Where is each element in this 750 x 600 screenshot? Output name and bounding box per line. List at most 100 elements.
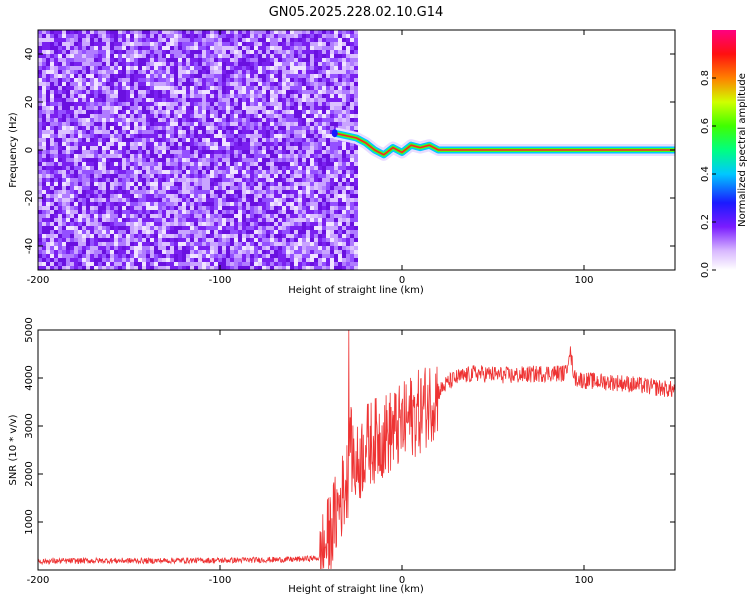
heatmap-noise-cell	[86, 194, 90, 199]
heatmap-noise-cell	[162, 118, 166, 123]
heatmap-noise-cell	[330, 118, 334, 123]
heatmap-noise-cell	[166, 90, 170, 95]
heatmap-noise-cell	[62, 126, 66, 131]
heatmap-noise-cell	[194, 30, 198, 35]
heatmap-noise-cell	[294, 182, 298, 187]
heatmap-noise-cell	[326, 138, 330, 143]
heatmap-noise-cell	[322, 206, 326, 211]
heatmap-noise-cell	[126, 170, 130, 175]
heatmap-noise-cell	[82, 186, 86, 191]
heatmap-noise-cell	[238, 178, 242, 183]
heatmap-noise-cell	[286, 166, 290, 171]
heatmap-noise-cell	[98, 118, 102, 123]
heatmap-noise-cell	[94, 218, 98, 223]
heatmap-noise-cell	[354, 178, 358, 183]
heatmap-noise-cell	[194, 102, 198, 107]
heatmap-noise-cell	[122, 154, 126, 159]
heatmap-noise-cell	[102, 238, 106, 243]
heatmap-noise-cell	[270, 170, 274, 175]
heatmap-noise-cell	[302, 254, 306, 259]
heatmap-noise-cell	[90, 170, 94, 175]
heatmap-noise-cell	[46, 74, 50, 79]
heatmap-noise-cell	[342, 118, 346, 123]
heatmap-noise-cell	[178, 94, 182, 99]
heatmap-noise-cell	[326, 74, 330, 79]
heatmap-noise-cell	[218, 122, 222, 127]
heatmap-noise-cell	[54, 174, 58, 179]
heatmap-noise-cell	[198, 74, 202, 79]
heatmap-noise-cell	[198, 210, 202, 215]
heatmap-noise-cell	[186, 122, 190, 127]
heatmap-noise-cell	[178, 122, 182, 127]
heatmap-noise-cell	[142, 138, 146, 143]
heatmap-noise-cell	[254, 46, 258, 51]
heatmap-noise-cell	[234, 146, 238, 151]
heatmap-noise-cell	[294, 118, 298, 123]
heatmap-noise-cell	[158, 102, 162, 107]
heatmap-noise-cell	[234, 102, 238, 107]
heatmap-noise-cell	[158, 250, 162, 255]
heatmap-noise-cell	[182, 258, 186, 263]
heatmap-noise-cell	[178, 142, 182, 147]
snr-y-tick-label: 5000	[24, 317, 35, 342]
heatmap-noise-cell	[118, 166, 122, 171]
heatmap-noise-cell	[306, 158, 310, 163]
heatmap-noise-cell	[330, 194, 334, 199]
heatmap-noise-cell	[82, 258, 86, 263]
heatmap-noise-cell	[214, 82, 218, 87]
heatmap-noise-cell	[130, 254, 134, 259]
heatmap-noise-cell	[118, 198, 122, 203]
heatmap-noise-cell	[158, 98, 162, 103]
heatmap-noise-cell	[322, 226, 326, 231]
heatmap-noise-cell	[126, 70, 130, 75]
heatmap-noise-cell	[146, 222, 150, 227]
heatmap-noise-cell	[102, 30, 106, 35]
heatmap-noise-cell	[294, 138, 298, 143]
heatmap-noise-cell	[294, 90, 298, 95]
heatmap-noise-cell	[122, 102, 126, 107]
heatmap-noise-cell	[202, 34, 206, 39]
heatmap-noise-cell	[130, 102, 134, 107]
heatmap-noise-cell	[278, 158, 282, 163]
heatmap-noise-cell	[126, 38, 130, 43]
heatmap-y-tick-label: 0	[24, 147, 35, 153]
heatmap-noise-cell	[218, 178, 222, 183]
heatmap-noise-cell	[134, 34, 138, 39]
heatmap-noise-cell	[166, 38, 170, 43]
heatmap-noise-cell	[42, 182, 46, 187]
heatmap-noise-cell	[70, 202, 74, 207]
heatmap-noise-cell	[102, 78, 106, 83]
heatmap-noise-cell	[282, 210, 286, 215]
heatmap-noise-cell	[198, 150, 202, 155]
heatmap-noise-cell	[142, 90, 146, 95]
heatmap-noise-cell	[38, 106, 42, 111]
heatmap-noise-cell	[130, 118, 134, 123]
heatmap-noise-cell	[346, 230, 350, 235]
heatmap-noise-cell	[298, 50, 302, 55]
heatmap-noise-cell	[106, 46, 110, 51]
heatmap-noise-cell	[54, 186, 58, 191]
heatmap-noise-cell	[206, 58, 210, 63]
heatmap-noise-cell	[46, 254, 50, 259]
heatmap-noise-cell	[306, 126, 310, 131]
heatmap-noise-cell	[350, 226, 354, 231]
heatmap-noise-cell	[202, 182, 206, 187]
heatmap-noise-cell	[314, 66, 318, 71]
heatmap-noise-cell	[290, 162, 294, 167]
heatmap-noise-cell	[198, 130, 202, 135]
heatmap-noise-cell	[70, 234, 74, 239]
heatmap-noise-cell	[86, 154, 90, 159]
heatmap-noise-cell	[238, 102, 242, 107]
heatmap-noise-cell	[182, 210, 186, 215]
heatmap-noise-cell	[222, 142, 226, 147]
heatmap-noise-cell	[262, 110, 266, 115]
heatmap-noise-cell	[194, 226, 198, 231]
heatmap-noise-cell	[146, 62, 150, 67]
heatmap-noise-cell	[246, 66, 250, 71]
heatmap-noise-cell	[294, 214, 298, 219]
heatmap-noise-cell	[62, 218, 66, 223]
heatmap-noise-cell	[158, 218, 162, 223]
heatmap-noise-cell	[242, 194, 246, 199]
heatmap-noise-cell	[106, 62, 110, 67]
heatmap-noise-cell	[50, 254, 54, 259]
